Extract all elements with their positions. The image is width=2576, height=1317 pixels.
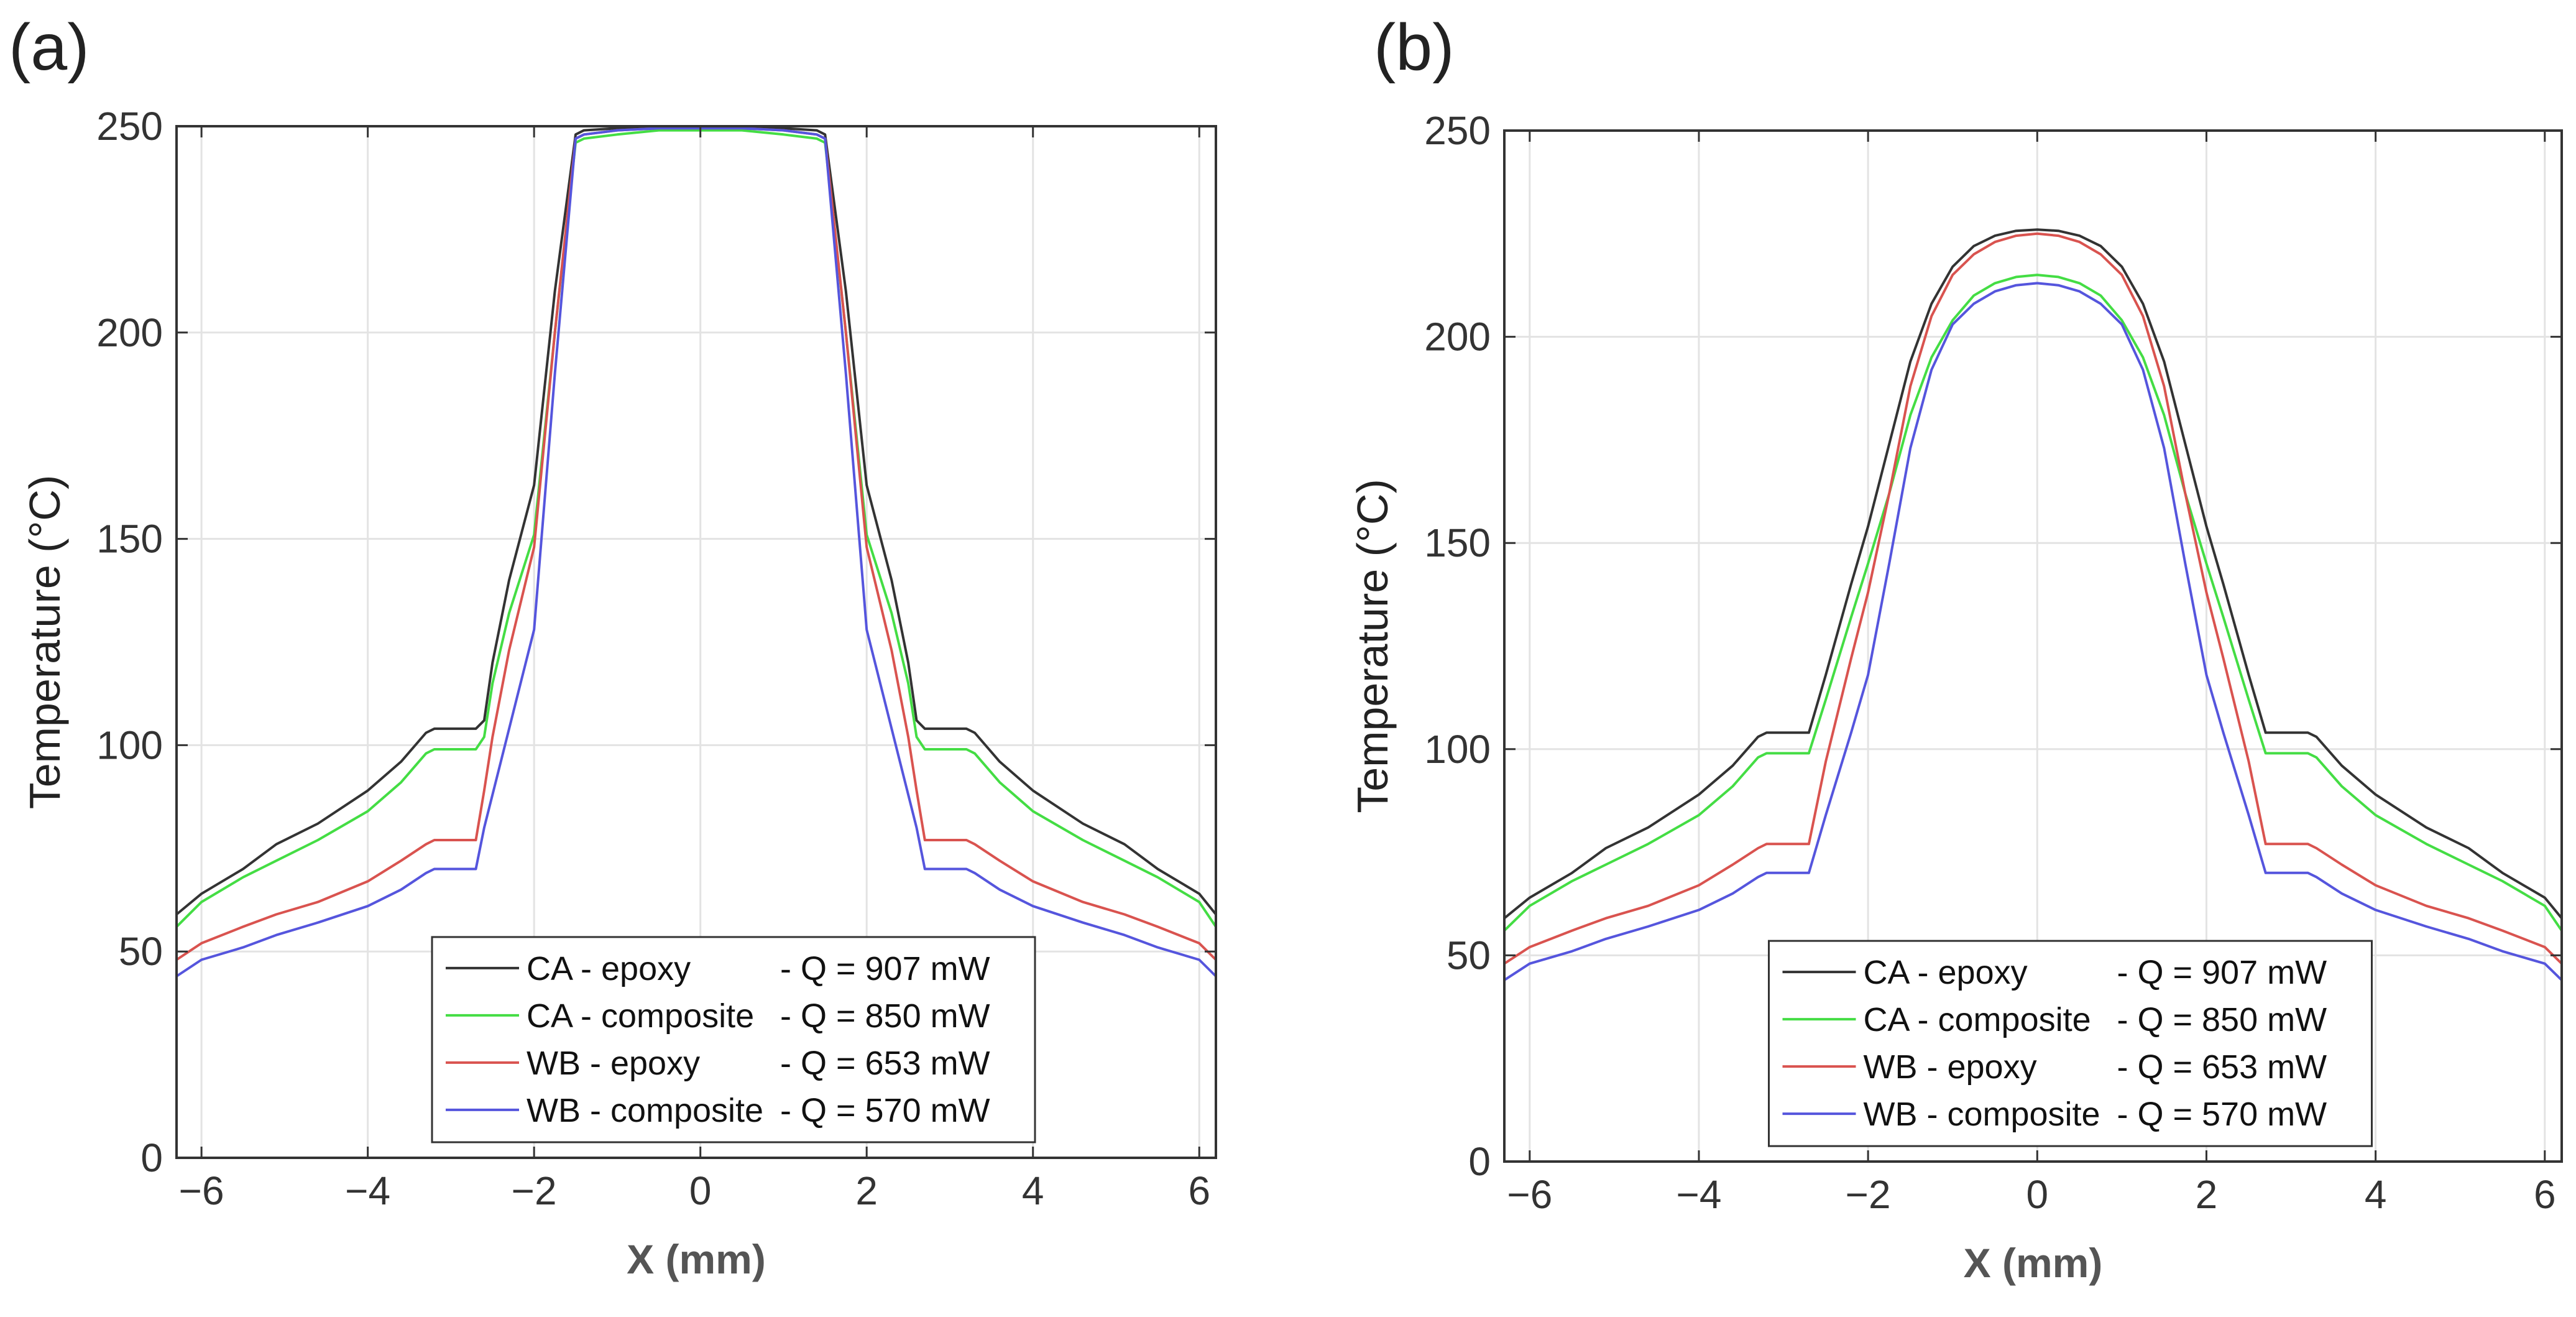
- legend-entry-name: WB - epoxy: [527, 1045, 700, 1082]
- legend-entry-name: CA - epoxy: [527, 950, 691, 987]
- x-axis-label: X (mm): [627, 1236, 766, 1282]
- series-line-ca-epoxy: [1503, 228, 2563, 920]
- legend-entry-q: - Q = 570 mW: [2117, 1096, 2327, 1133]
- series-line-wb-epoxy: [1503, 232, 2563, 965]
- y-tick-label: 100: [1424, 727, 1491, 772]
- legend-entry-q: - Q = 850 mW: [780, 997, 990, 1035]
- y-axis-label: Temperature (°C): [1348, 479, 1397, 813]
- legend-entry-q: - Q = 850 mW: [2117, 1001, 2327, 1038]
- panel-label: (a): [9, 11, 90, 84]
- legend-entry-name: WB - composite: [1864, 1096, 2100, 1133]
- chart-panel-b: −6 −4 −2 0 2 4 6 0 50 100 150 200 250 X (mm) Temperatu…: [1348, 11, 2563, 1286]
- series-line-wb-composite: [1503, 282, 2563, 981]
- y-axis-label: Temperature (°C): [21, 475, 69, 810]
- x-tick-label: 4: [2365, 1172, 2387, 1217]
- x-tick-label: 4: [1022, 1168, 1044, 1213]
- x-tick-label: −4: [345, 1168, 390, 1213]
- legend-entry-q: - Q = 653 mW: [780, 1045, 990, 1082]
- axes-frame: [175, 125, 1217, 1159]
- y-tick-label: 0: [140, 1135, 163, 1180]
- y-tick-label: 200: [96, 310, 163, 355]
- chart-panel-a: −6 −4 −2 0 2 4 6 0 50 100 150 200 250 X (mm) Temperatu…: [9, 11, 1217, 1282]
- legend-entry-name: WB - composite: [527, 1092, 763, 1129]
- panel-label: (b): [1374, 11, 1455, 84]
- series-line-ca-composite: [1503, 274, 2563, 932]
- y-tick-label: 50: [1447, 933, 1491, 977]
- y-tick-label: 250: [96, 104, 163, 149]
- legend: CA - epoxy - Q = 907 mW CA - composite - Q …: [431, 936, 1036, 1144]
- x-tick-label: 0: [2026, 1172, 2049, 1217]
- legend-entry-q: - Q = 907 mW: [2117, 954, 2327, 991]
- x-tick-label: −6: [1507, 1172, 1552, 1217]
- y-tick-label: 150: [1424, 520, 1491, 565]
- legend-entry-name: CA - composite: [1864, 1001, 2091, 1038]
- y-tick-label: 50: [119, 929, 163, 974]
- legend-entry-q: - Q = 570 mW: [780, 1092, 990, 1129]
- legend: CA - epoxy - Q = 907 mW CA - composite - Q …: [1768, 940, 2373, 1147]
- x-tick-label: −6: [179, 1168, 224, 1213]
- axes-frame: [1503, 129, 2563, 1163]
- legend-box: [1768, 940, 2373, 1147]
- x-tick-label: −4: [1676, 1172, 1721, 1217]
- x-tick-label: 6: [1188, 1168, 1210, 1213]
- legend-entry-q: - Q = 653 mW: [2117, 1048, 2327, 1086]
- x-tick-label: −2: [512, 1168, 557, 1213]
- y-tick-label: 150: [96, 517, 163, 561]
- x-tick-label: −2: [1846, 1172, 1891, 1217]
- legend-entry-name: CA - epoxy: [1864, 954, 2028, 991]
- y-tick-label: 200: [1424, 315, 1491, 359]
- x-tick-label: 0: [689, 1168, 712, 1213]
- legend-entry-name: CA - composite: [527, 997, 754, 1035]
- y-tick-label: 0: [1468, 1139, 1491, 1184]
- legend-entry-q: - Q = 907 mW: [780, 950, 990, 987]
- x-tick-label: 6: [2534, 1172, 2556, 1217]
- x-tick-label: 2: [2196, 1172, 2218, 1217]
- x-tick-label: 2: [855, 1168, 878, 1213]
- y-tick-label: 250: [1424, 108, 1491, 153]
- legend-box: [431, 936, 1036, 1144]
- y-tick-label: 100: [96, 723, 163, 767]
- legend-entry-name: WB - epoxy: [1864, 1048, 2037, 1086]
- x-axis-label: X (mm): [1964, 1240, 2103, 1286]
